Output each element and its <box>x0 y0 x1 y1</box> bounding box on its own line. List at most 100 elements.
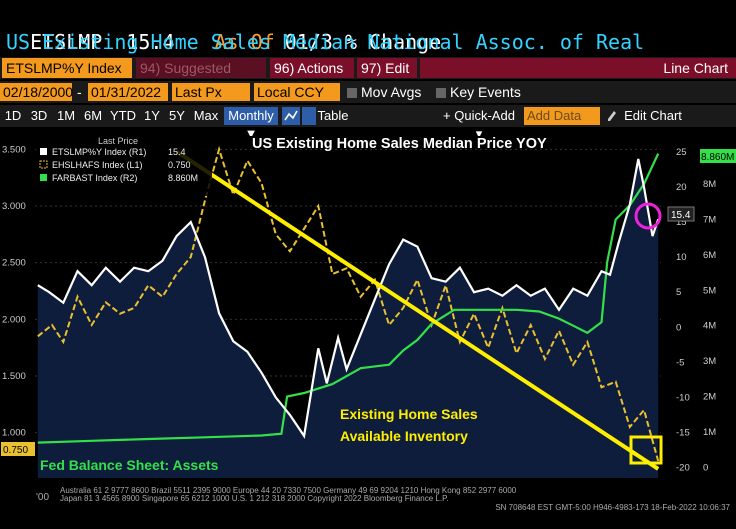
left-value-text: 0.750 <box>3 445 28 456</box>
legend-swatch-price <box>40 148 47 155</box>
key-events-checkbox[interactable]: Key Events <box>433 83 523 101</box>
r1-value-badge <box>667 206 695 222</box>
right2-axis-tick: 7M <box>703 214 716 225</box>
r1-value-text: 15.4 <box>671 210 691 221</box>
ticker-input[interactable]: ETSLMP%Y Index <box>2 58 132 78</box>
right1-axis-tick: -10 <box>676 392 690 403</box>
mov-avgs-label: Mov Avgs <box>361 84 422 100</box>
checkbox-icon <box>436 88 446 98</box>
actions-menu[interactable]: 96) Actions ▾ <box>270 58 354 96</box>
right2-axis-tick: 3M <box>703 356 716 367</box>
left-axis-tick: 2.000 <box>2 314 26 325</box>
highlight-box <box>629 435 663 465</box>
legend-value-fed: 8.860M <box>168 173 198 183</box>
left-axis-tick: 3.500 <box>2 144 26 155</box>
as-of-date: 01/3 % Change <box>284 30 442 54</box>
inventory-label-2: Available Inventory <box>340 428 468 444</box>
right2-axis-tick: 1M <box>703 427 716 438</box>
right1-axis-tick: 10 <box>676 252 687 263</box>
chart-title: US Existing Home Sales Median Price YOY <box>252 136 547 152</box>
legend-swatch-inventory <box>39 160 48 169</box>
left-axis-tick: 1.000 <box>2 428 26 439</box>
period-1y[interactable]: 1Y <box>144 108 160 123</box>
chart-area[interactable]: 3.500 3.000 2.500 2.000 1.500 1.000 25 20 15 10 5… <box>0 128 736 529</box>
table-toggle[interactable] <box>302 107 316 125</box>
end-date-input[interactable]: 01/31/2022 <box>88 83 168 101</box>
line-chart-icon <box>284 110 298 121</box>
contact-line-1: Australia 61 2 9777 8600 Brazil 5511 239… <box>60 486 517 495</box>
right2-axis-tick: 2M <box>703 392 716 403</box>
r2-value-badge <box>700 149 736 163</box>
session-info: SN 708648 EST GMT-5:00 H946-4983-173 18-… <box>495 503 730 512</box>
currency-select[interactable]: Local CCY <box>254 83 340 101</box>
period-max[interactable]: Max <box>193 108 219 123</box>
x-axis-start-label: '00 <box>36 492 50 503</box>
right1-axis-tick: 25 <box>676 147 687 158</box>
r2-value-text: 8.860M <box>701 152 734 163</box>
right1-axis-tick: 15 <box>676 217 687 228</box>
table-button[interactable]: Table <box>317 108 349 123</box>
edit-chart-button[interactable]: Edit Chart <box>624 108 682 123</box>
legend-value-inventory: 0.750 <box>168 160 191 170</box>
start-date-input[interactable]: 02/18/2000 <box>0 83 73 101</box>
date-separator: - <box>77 84 82 100</box>
line-style-button[interactable] <box>282 107 300 125</box>
period-6m[interactable]: 6M <box>83 108 103 123</box>
right1-axis-tick: -5 <box>676 357 684 368</box>
frequency-select[interactable]: Monthly ▼ <box>224 107 278 141</box>
right2-axis-tick: 5M <box>703 285 716 296</box>
mov-avgs-checkbox[interactable]: Mov Avgs <box>344 83 430 101</box>
right1-axis-tick: 5 <box>676 287 681 298</box>
period-3d[interactable]: 3D <box>30 108 48 123</box>
footer: '00 Australia 61 2 9777 8600 Brazil 5511… <box>0 486 736 529</box>
legend-label-price: ETSLMP%Y Index (R1) <box>52 147 146 157</box>
etslmp-area-fill <box>37 159 659 478</box>
period-1m[interactable]: 1M <box>56 108 76 123</box>
legend-label-inventory: EHSLHAFS Index (L1) <box>52 160 143 170</box>
legend-swatch-fed <box>40 174 47 181</box>
add-data-input[interactable]: Add Data <box>524 107 600 125</box>
legend-title: Last Price <box>98 136 138 146</box>
ticker-header: ETSLMP 15.4 As Of 01/3 % Change <box>6 3 441 55</box>
period-1d[interactable]: 1D <box>4 108 22 123</box>
ticker-symbol: ETSLMP <box>30 30 103 54</box>
price-field-select[interactable]: Last Px <box>172 83 250 101</box>
function-toolbar: ETSLMP%Y Index 94) Suggested Charts 96) … <box>0 57 736 96</box>
right1-axis-tick: -20 <box>676 462 690 473</box>
right2-axis-tick: 6M <box>703 250 716 261</box>
left-value-badge <box>1 442 35 456</box>
checkbox-icon <box>347 88 357 98</box>
key-events-label: Key Events <box>450 84 521 100</box>
price-chart[interactable]: 3.500 3.000 2.500 2.000 1.500 1.000 25 20 15 10 5… <box>0 128 736 529</box>
fed-label: Fed Balance Sheet: Assets <box>40 457 219 473</box>
right1-axis-tick: 20 <box>676 182 687 193</box>
last-value: 15.4 <box>126 30 175 54</box>
trend-arrow-line <box>175 149 660 471</box>
right1-axis-tick: -15 <box>676 427 690 438</box>
period-ytd[interactable]: YTD <box>110 108 136 123</box>
suggested-charts-button[interactable]: 94) Suggested Charts <box>136 58 266 96</box>
edit-menu[interactable]: 97) Edit ▾ <box>357 58 417 96</box>
period-toolbar: 1D 3D 1M 6M YTD 1Y 5Y Max Monthly ▼ Tabl… <box>0 105 736 141</box>
as-of-label: As Of <box>214 30 275 54</box>
chart-type-label: Line Chart <box>420 58 736 78</box>
left-axis-tick: 3.000 <box>2 201 26 212</box>
price-yoy-line <box>37 158 660 439</box>
range-toolbar: 02/18/2000 - 01/31/2022 Last Px Local CC… <box>0 81 736 103</box>
left-axis-tick: 2.500 <box>2 258 26 269</box>
legend: Last Price ETSLMP%Y Index (R1) 15.4 EHSL… <box>36 136 212 196</box>
quick-add-button[interactable]: + Quick-Add ▾ <box>443 108 515 141</box>
edit-chart-icon <box>606 107 618 125</box>
right2-axis-tick: 8M <box>703 179 716 190</box>
legend-label-fed: FARBAST Index (R2) <box>52 173 137 183</box>
inventory-label-1: Existing Home Sales <box>340 406 478 422</box>
highlight-circle <box>634 202 662 230</box>
contact-line-2: Japan 81 3 4565 8900 Singapore 65 6212 1… <box>60 494 449 503</box>
period-5y[interactable]: 5Y <box>169 108 185 123</box>
legend-value-price: 15.4 <box>168 147 186 157</box>
right2-axis-tick: 0 <box>703 462 708 473</box>
fed-assets-line <box>37 153 660 444</box>
security-description: US Existing Home Sales Median National A… <box>6 30 645 54</box>
inventory-line <box>37 145 660 462</box>
left-axis-tick: 1.500 <box>2 371 26 382</box>
